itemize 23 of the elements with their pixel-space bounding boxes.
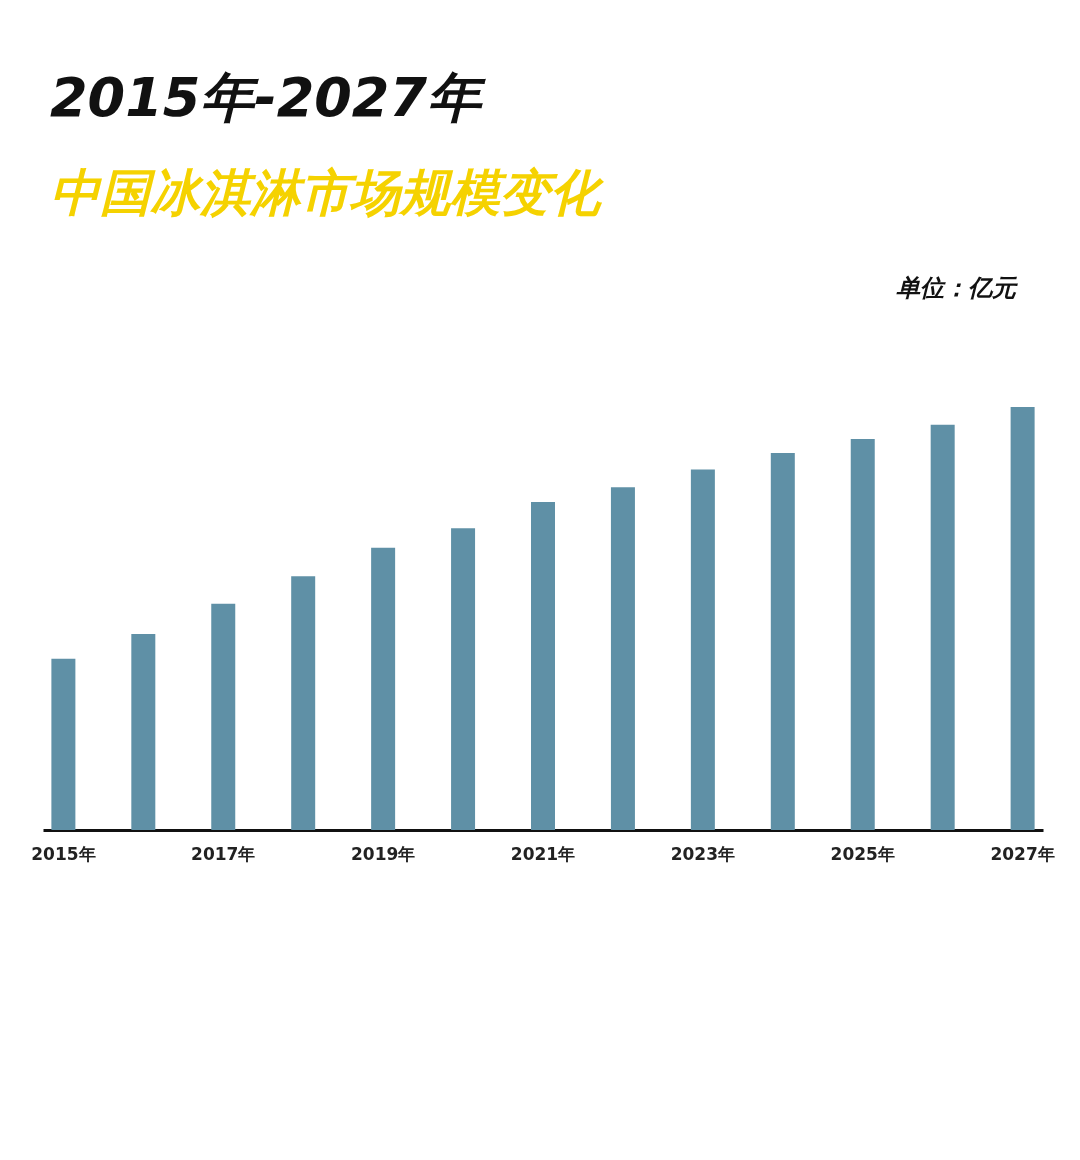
- bar: [371, 547, 396, 830]
- chart-subtitle: 中国冰淇淋市场规模变化: [50, 163, 605, 224]
- bar: [531, 502, 555, 830]
- bar: [1010, 406, 1035, 830]
- x-tick-label: 2027年: [990, 843, 1055, 864]
- bar: [131, 634, 156, 830]
- x-tick-label: 2023年: [670, 843, 736, 864]
- x-tick-label: 2017年: [191, 843, 256, 864]
- bar: [51, 658, 76, 830]
- bar: [770, 453, 795, 830]
- bar: [930, 424, 955, 830]
- bar: [451, 528, 476, 830]
- bar: [610, 487, 635, 830]
- text: 单位：亿元: [896, 273, 1016, 304]
- x-tick-label: 2015年: [31, 843, 96, 864]
- bar: [291, 576, 316, 830]
- chart-title: 2015年-2027年: [50, 65, 487, 131]
- x-tick-label: 2025年: [830, 843, 895, 864]
- x-tick-label: 2021年: [510, 843, 576, 864]
- x-tick-label: 2019年: [350, 843, 416, 864]
- bar: [850, 439, 875, 830]
- bar: [690, 469, 715, 830]
- bar: [211, 603, 236, 830]
